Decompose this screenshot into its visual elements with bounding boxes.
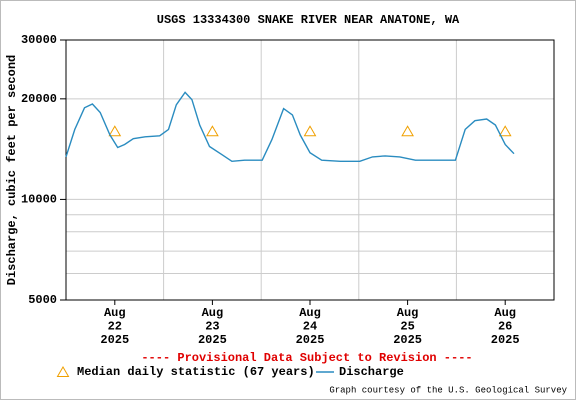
chart-title: USGS 13334300 SNAKE RIVER NEAR ANATONE, … — [157, 13, 460, 27]
provisional-note: ---- Provisional Data Subject to Revisio… — [141, 351, 472, 365]
median-marker — [108, 125, 122, 137]
x-tick-label: Aug — [494, 306, 516, 320]
y-tick-label: 10000 — [21, 193, 57, 207]
x-tick-label: 2025 — [198, 333, 227, 347]
y-tick-label: 20000 — [21, 92, 57, 106]
median-marker — [498, 125, 512, 137]
x-tick-label: 2025 — [100, 333, 129, 347]
plot-area — [65, 39, 555, 301]
legend-label: Discharge — [339, 365, 404, 379]
x-tick-label: 24 — [303, 320, 317, 334]
y-tick-label: 5000 — [28, 293, 57, 307]
y-tick-label: 30000 — [21, 33, 57, 47]
x-tick-label: 2025 — [296, 333, 325, 347]
legend-symbol — [56, 366, 70, 377]
x-tick-label: Aug — [299, 306, 321, 320]
x-tick-label: 22 — [108, 320, 122, 334]
credit: Graph courtesy of the U.S. Geological Su… — [329, 385, 567, 395]
x-tick-label: 26 — [498, 320, 512, 334]
median-marker — [303, 125, 317, 137]
discharge-line — [65, 91, 515, 163]
x-tick-label: 23 — [205, 320, 219, 334]
x-tick-label: Aug — [104, 306, 126, 320]
x-tick-label: 2025 — [393, 333, 422, 347]
median-marker — [401, 125, 414, 137]
y-axis-label: Discharge, cubic feet per second — [5, 55, 19, 285]
median-marker — [206, 125, 219, 137]
x-tick-label: 2025 — [491, 333, 520, 347]
x-tick-label: Aug — [202, 306, 224, 320]
legend-label: Median daily statistic (67 years) — [77, 365, 315, 379]
x-tick-label: 25 — [400, 320, 414, 334]
x-tick-label: Aug — [397, 306, 419, 320]
